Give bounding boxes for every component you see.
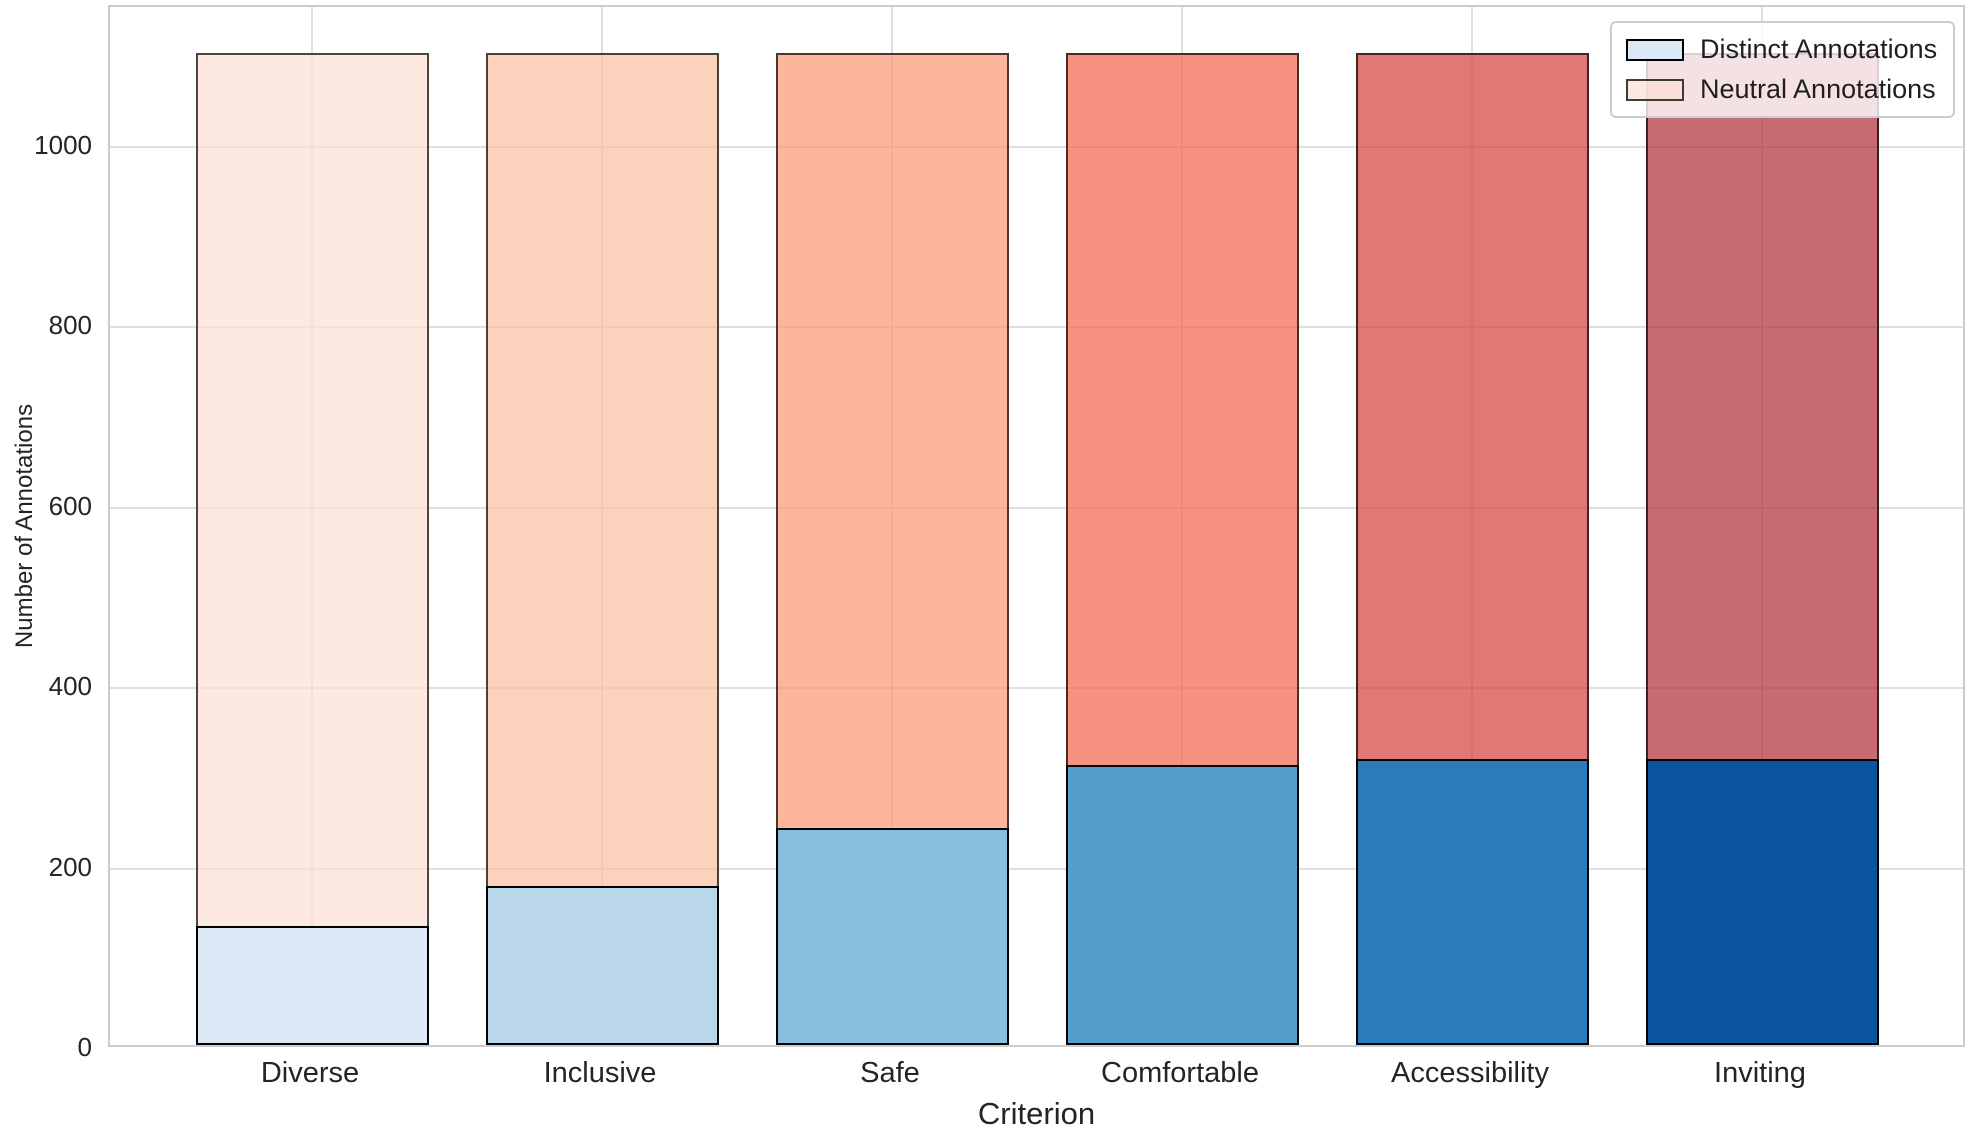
y-tick-label: 400 [48, 671, 92, 702]
legend-label: Distinct Annotations [1700, 34, 1938, 64]
bar-accessibility [1355, 52, 1589, 1045]
neutral-swatch-icon [1626, 78, 1684, 101]
bar-inviting [1645, 52, 1879, 1045]
bar-safe [775, 52, 1009, 1045]
h-gridline [110, 867, 1963, 870]
bar-segment-neutral [1645, 52, 1879, 760]
h-gridline [110, 687, 1963, 690]
bar-segment-distinct [485, 886, 719, 1045]
legend-label: Neutral Annotations [1700, 74, 1936, 104]
x-tick-label: Inviting [1714, 1057, 1806, 1089]
bar-segment-distinct [1065, 765, 1299, 1045]
y-tick-label: 0 [77, 1032, 92, 1062]
x-axis-title: Criterion [977, 1096, 1096, 1131]
distinct-swatch-icon [1626, 38, 1684, 61]
x-tick-label: Accessibility [1391, 1057, 1549, 1089]
x-tick-label: Inclusive [543, 1057, 657, 1089]
x-tick-label: Safe [860, 1057, 920, 1089]
bar-segment-neutral [775, 52, 1009, 828]
y-tick-label: 1000 [34, 129, 92, 160]
h-gridline [110, 326, 1963, 329]
bar-segment-neutral [1065, 52, 1299, 766]
plot-area [108, 5, 1965, 1047]
y-tick-label: 800 [48, 310, 92, 341]
h-gridline [110, 145, 1963, 148]
x-tick-label: Diverse [260, 1057, 360, 1089]
bar-inclusive [485, 52, 719, 1045]
bar-comfortable [1065, 52, 1299, 1045]
bar-segment-neutral [195, 52, 429, 926]
legend: Distinct Annotations Neutral Annotations [1610, 21, 1956, 118]
y-tick-label: 600 [48, 490, 92, 521]
bar-segment-distinct [195, 925, 429, 1045]
x-tick-label: Comfortable [1101, 1057, 1259, 1089]
bar-segment-distinct [1355, 759, 1589, 1045]
bar-segment-distinct [775, 827, 1009, 1045]
legend-entry: Distinct Annotations [1626, 34, 1937, 65]
bar-diverse [195, 52, 429, 1045]
y-axis-title: Number of Annotations [11, 403, 38, 649]
bar-segment-neutral [485, 52, 719, 887]
h-gridline [110, 506, 1963, 509]
y-tick-label: 200 [48, 851, 92, 882]
legend-entry: Neutral Annotations [1626, 74, 1937, 105]
bar-segment-distinct [1645, 759, 1879, 1045]
bar-segment-neutral [1355, 52, 1589, 760]
